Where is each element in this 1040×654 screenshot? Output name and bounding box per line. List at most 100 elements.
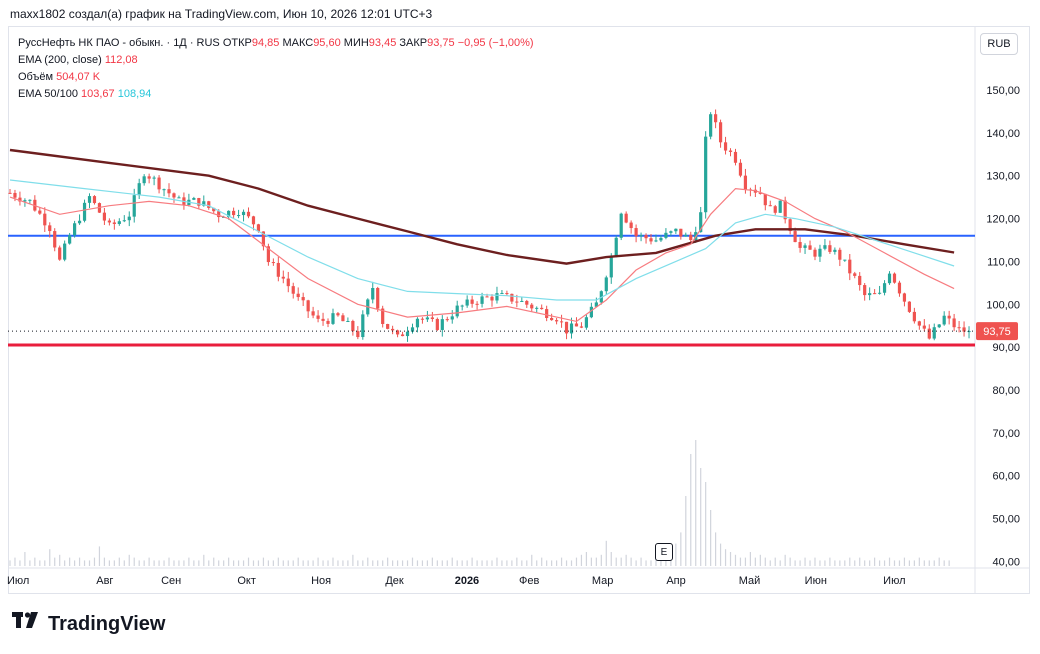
legend-ema50-100-row[interactable]: EMA 50/100 103,67 108,94 (18, 86, 534, 103)
candle-body[interactable] (967, 331, 971, 333)
candle-body[interactable] (311, 311, 315, 316)
candle-body[interactable] (291, 286, 295, 294)
candle-body[interactable] (405, 331, 410, 337)
candle-body[interactable] (475, 303, 479, 305)
ema200-line[interactable] (9, 148, 955, 265)
candle-body[interactable] (818, 248, 822, 257)
candle-body[interactable] (500, 293, 504, 295)
candle-body[interactable] (485, 296, 489, 298)
candle-body[interactable] (709, 114, 713, 137)
candle-body[interactable] (873, 293, 877, 295)
candle-body[interactable] (554, 320, 559, 322)
candle-body[interactable] (863, 285, 867, 296)
candle-body[interactable] (38, 210, 42, 214)
candle-body[interactable] (942, 315, 946, 325)
candle-body[interactable] (410, 327, 415, 332)
candle-body[interactable] (773, 206, 777, 213)
candle-body[interactable] (13, 192, 17, 198)
candle-body[interactable] (704, 136, 708, 213)
candle-body[interactable] (87, 196, 92, 203)
candle-body[interactable] (540, 307, 544, 310)
candle-body[interactable] (520, 300, 524, 302)
tradingview-logo[interactable]: TradingView (12, 612, 165, 636)
candle-body[interactable] (127, 216, 131, 221)
candle-body[interactable] (207, 201, 211, 208)
candle-body[interactable] (937, 324, 941, 328)
candle-body[interactable] (609, 256, 613, 278)
candle-body[interactable] (167, 189, 171, 194)
candle-body[interactable] (321, 318, 325, 321)
candle-body[interactable] (758, 192, 762, 194)
candle-body[interactable] (296, 293, 300, 298)
candle-body[interactable] (733, 151, 738, 163)
candle-body[interactable] (326, 320, 330, 324)
candle-body[interactable] (430, 317, 434, 319)
candle-body[interactable] (689, 234, 693, 241)
candle-body[interactable] (192, 198, 196, 200)
candle-body[interactable] (763, 193, 767, 206)
candle-body[interactable] (232, 210, 236, 216)
candle-body[interactable] (445, 319, 449, 321)
ema100-line[interactable] (9, 179, 955, 301)
candle-body[interactable] (887, 273, 892, 284)
candle-body[interactable] (351, 320, 355, 332)
candle-body[interactable] (614, 237, 618, 257)
candle-body[interactable] (848, 259, 852, 274)
candle-body[interactable] (530, 304, 534, 309)
candle-body[interactable] (102, 212, 107, 221)
candle-body[interactable] (768, 205, 772, 207)
candle-body[interactable] (271, 262, 275, 264)
candle-body[interactable] (361, 314, 365, 338)
candle-body[interactable] (957, 327, 961, 329)
candle-body[interactable] (172, 193, 176, 198)
candle-body[interactable] (266, 246, 270, 263)
candle-body[interactable] (718, 122, 723, 143)
candle-body[interactable] (386, 323, 390, 329)
candle-body[interactable] (301, 297, 305, 301)
candle-body[interactable] (18, 197, 22, 202)
candle-body[interactable] (8, 192, 12, 194)
candle-body[interactable] (545, 309, 549, 318)
candle-body[interactable] (82, 202, 87, 221)
candle-body[interactable] (897, 282, 902, 294)
candle-body[interactable] (112, 222, 116, 224)
candle-body[interactable] (217, 211, 221, 218)
candle-body[interactable] (77, 220, 82, 224)
candle-body[interactable] (425, 317, 430, 320)
candle-body[interactable] (346, 320, 350, 322)
candle-body[interactable] (962, 327, 966, 332)
candle-body[interactable] (564, 321, 569, 334)
candle-body[interactable] (947, 315, 951, 319)
candle-body[interactable] (142, 176, 146, 184)
candle-body[interactable] (505, 293, 509, 295)
candle-body[interactable] (917, 321, 921, 326)
candle-body[interactable] (515, 301, 519, 303)
candle-body[interactable] (63, 243, 67, 260)
candle-body[interactable] (68, 235, 72, 244)
candle-body[interactable] (793, 231, 797, 243)
candle-body[interactable] (72, 223, 77, 236)
candle-body[interactable] (132, 195, 136, 217)
candle-body[interactable] (157, 177, 161, 190)
candle-body[interactable] (391, 328, 395, 331)
candle-body[interactable] (306, 300, 310, 312)
candle-body[interactable] (743, 175, 748, 190)
candle-body[interactable] (137, 183, 141, 196)
candle-body[interactable] (584, 317, 589, 328)
candle-body[interactable] (589, 306, 593, 318)
candle-body[interactable] (624, 213, 628, 223)
candle-body[interactable] (162, 189, 166, 191)
candle-body[interactable] (48, 225, 52, 232)
candle-body[interactable] (912, 311, 916, 322)
candle-body[interactable] (808, 245, 812, 250)
candle-body[interactable] (510, 293, 514, 302)
candle-body[interactable] (465, 299, 469, 306)
candle-body[interactable] (868, 293, 872, 296)
candle-body[interactable] (331, 313, 335, 324)
candle-body[interactable] (823, 245, 827, 249)
candle-body[interactable] (117, 221, 121, 224)
candle-body[interactable] (316, 315, 320, 319)
candle-body[interactable] (122, 220, 126, 222)
ema50-line[interactable] (9, 187, 955, 323)
